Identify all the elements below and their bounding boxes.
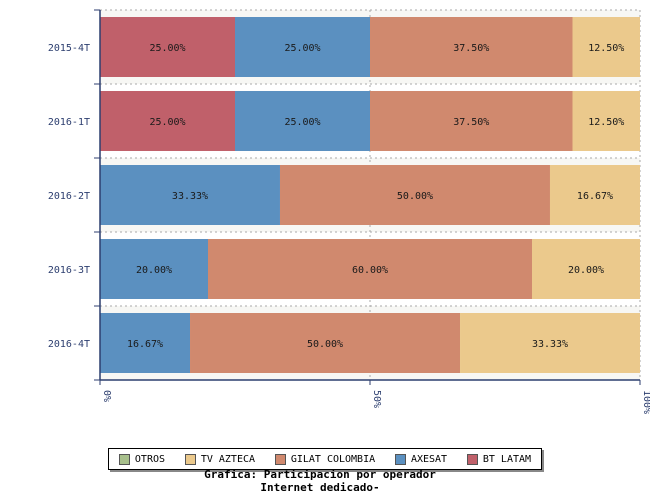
bar-segment	[235, 91, 370, 151]
legend-label: AXESAT	[410, 453, 448, 465]
legend-swatch	[118, 453, 130, 465]
legend-swatch	[274, 453, 286, 465]
bar-segment	[235, 17, 370, 77]
tick-labels: 2015-4T 2016-1T 2016-2T 2016-3T 2016-4T 0% 50%…	[48, 43, 650, 414]
bar-segment	[208, 239, 532, 299]
bar-value-label: 20.00%	[568, 265, 604, 276]
bar-value-label: 33.33%	[172, 191, 208, 202]
bar-value-label: 25.00%	[284, 117, 320, 128]
legend-item: BT LATAM	[466, 453, 532, 465]
legend-label: GILAT COLOMBIA	[290, 453, 376, 465]
bar-segment	[279, 165, 550, 225]
y-tick-label: 2016-4T	[48, 339, 90, 350]
bar-value-label: 16.67%	[577, 191, 613, 202]
bar-value-label: 33.33%	[532, 339, 568, 350]
bar-segment	[370, 17, 573, 77]
legend-label: OTROS	[134, 453, 166, 465]
legend-label: BT LATAM	[482, 453, 532, 465]
y-tick-label: 2016-1T	[48, 117, 90, 128]
legend-item: OTROS	[118, 453, 166, 465]
bar-segment	[549, 165, 640, 225]
bar-segment	[100, 165, 280, 225]
bar-segment	[460, 313, 640, 373]
bar-value-label: 25.00%	[149, 117, 185, 128]
bar-segment	[370, 91, 573, 151]
bar-segment	[532, 239, 640, 299]
bar-value-label: 60.00%	[352, 265, 388, 276]
bar-value-label: 25.00%	[284, 43, 320, 54]
bars: 25.00% 25.00% 37.50% 12.50% 25.00% 25.00% 37.5…	[100, 17, 640, 373]
legend: OTROS TV AZTECA GILAT COLOMBIA AXESAT BT LAT…	[108, 448, 542, 470]
bar-value-label: 12.50%	[588, 117, 624, 128]
bar-segment	[572, 17, 640, 77]
legend-swatch	[394, 453, 406, 465]
bar-value-label: 50.00%	[307, 339, 343, 350]
y-tick-label: 2016-3T	[48, 265, 90, 276]
chart-caption: Grafica: Participacion por operador Inte…	[0, 468, 640, 494]
bar-segment	[190, 313, 461, 373]
legend-item: AXESAT	[394, 453, 448, 465]
x-tick-label: 100%	[641, 390, 650, 414]
bar-value-label: 20.00%	[136, 265, 172, 276]
caption-line-1: Grafica: Participacion por operador	[204, 468, 436, 481]
stacked-bar-chart: 25.00% 25.00% 37.50% 12.50% 25.00% 25.00% 37.5…	[48, 9, 650, 414]
bar-segment	[100, 313, 191, 373]
y-tick-label: 2015-4T	[48, 43, 90, 54]
bar-value-label: 12.50%	[588, 43, 624, 54]
axes	[94, 9, 641, 385]
bar-value-label: 16.67%	[127, 339, 163, 350]
bar-segment	[100, 239, 208, 299]
caption-line-2: Internet dedicado-	[260, 481, 380, 494]
legend-item: GILAT COLOMBIA	[274, 453, 376, 465]
bar-value-label: 37.50%	[453, 117, 489, 128]
bar-segment	[100, 17, 235, 77]
legend-item: TV AZTECA	[184, 453, 256, 465]
bar-value-label: 37.50%	[453, 43, 489, 54]
bar-segment	[100, 91, 235, 151]
bar-value-label: 25.00%	[149, 43, 185, 54]
x-tick-label: 50%	[371, 390, 382, 408]
bar-segment	[572, 91, 640, 151]
x-tick-label: 0%	[101, 390, 112, 402]
legend-swatch	[184, 453, 196, 465]
legend-label: TV AZTECA	[200, 453, 256, 465]
legend-swatch	[466, 453, 478, 465]
y-tick-label: 2016-2T	[48, 191, 90, 202]
bar-value-label: 50.00%	[397, 191, 433, 202]
